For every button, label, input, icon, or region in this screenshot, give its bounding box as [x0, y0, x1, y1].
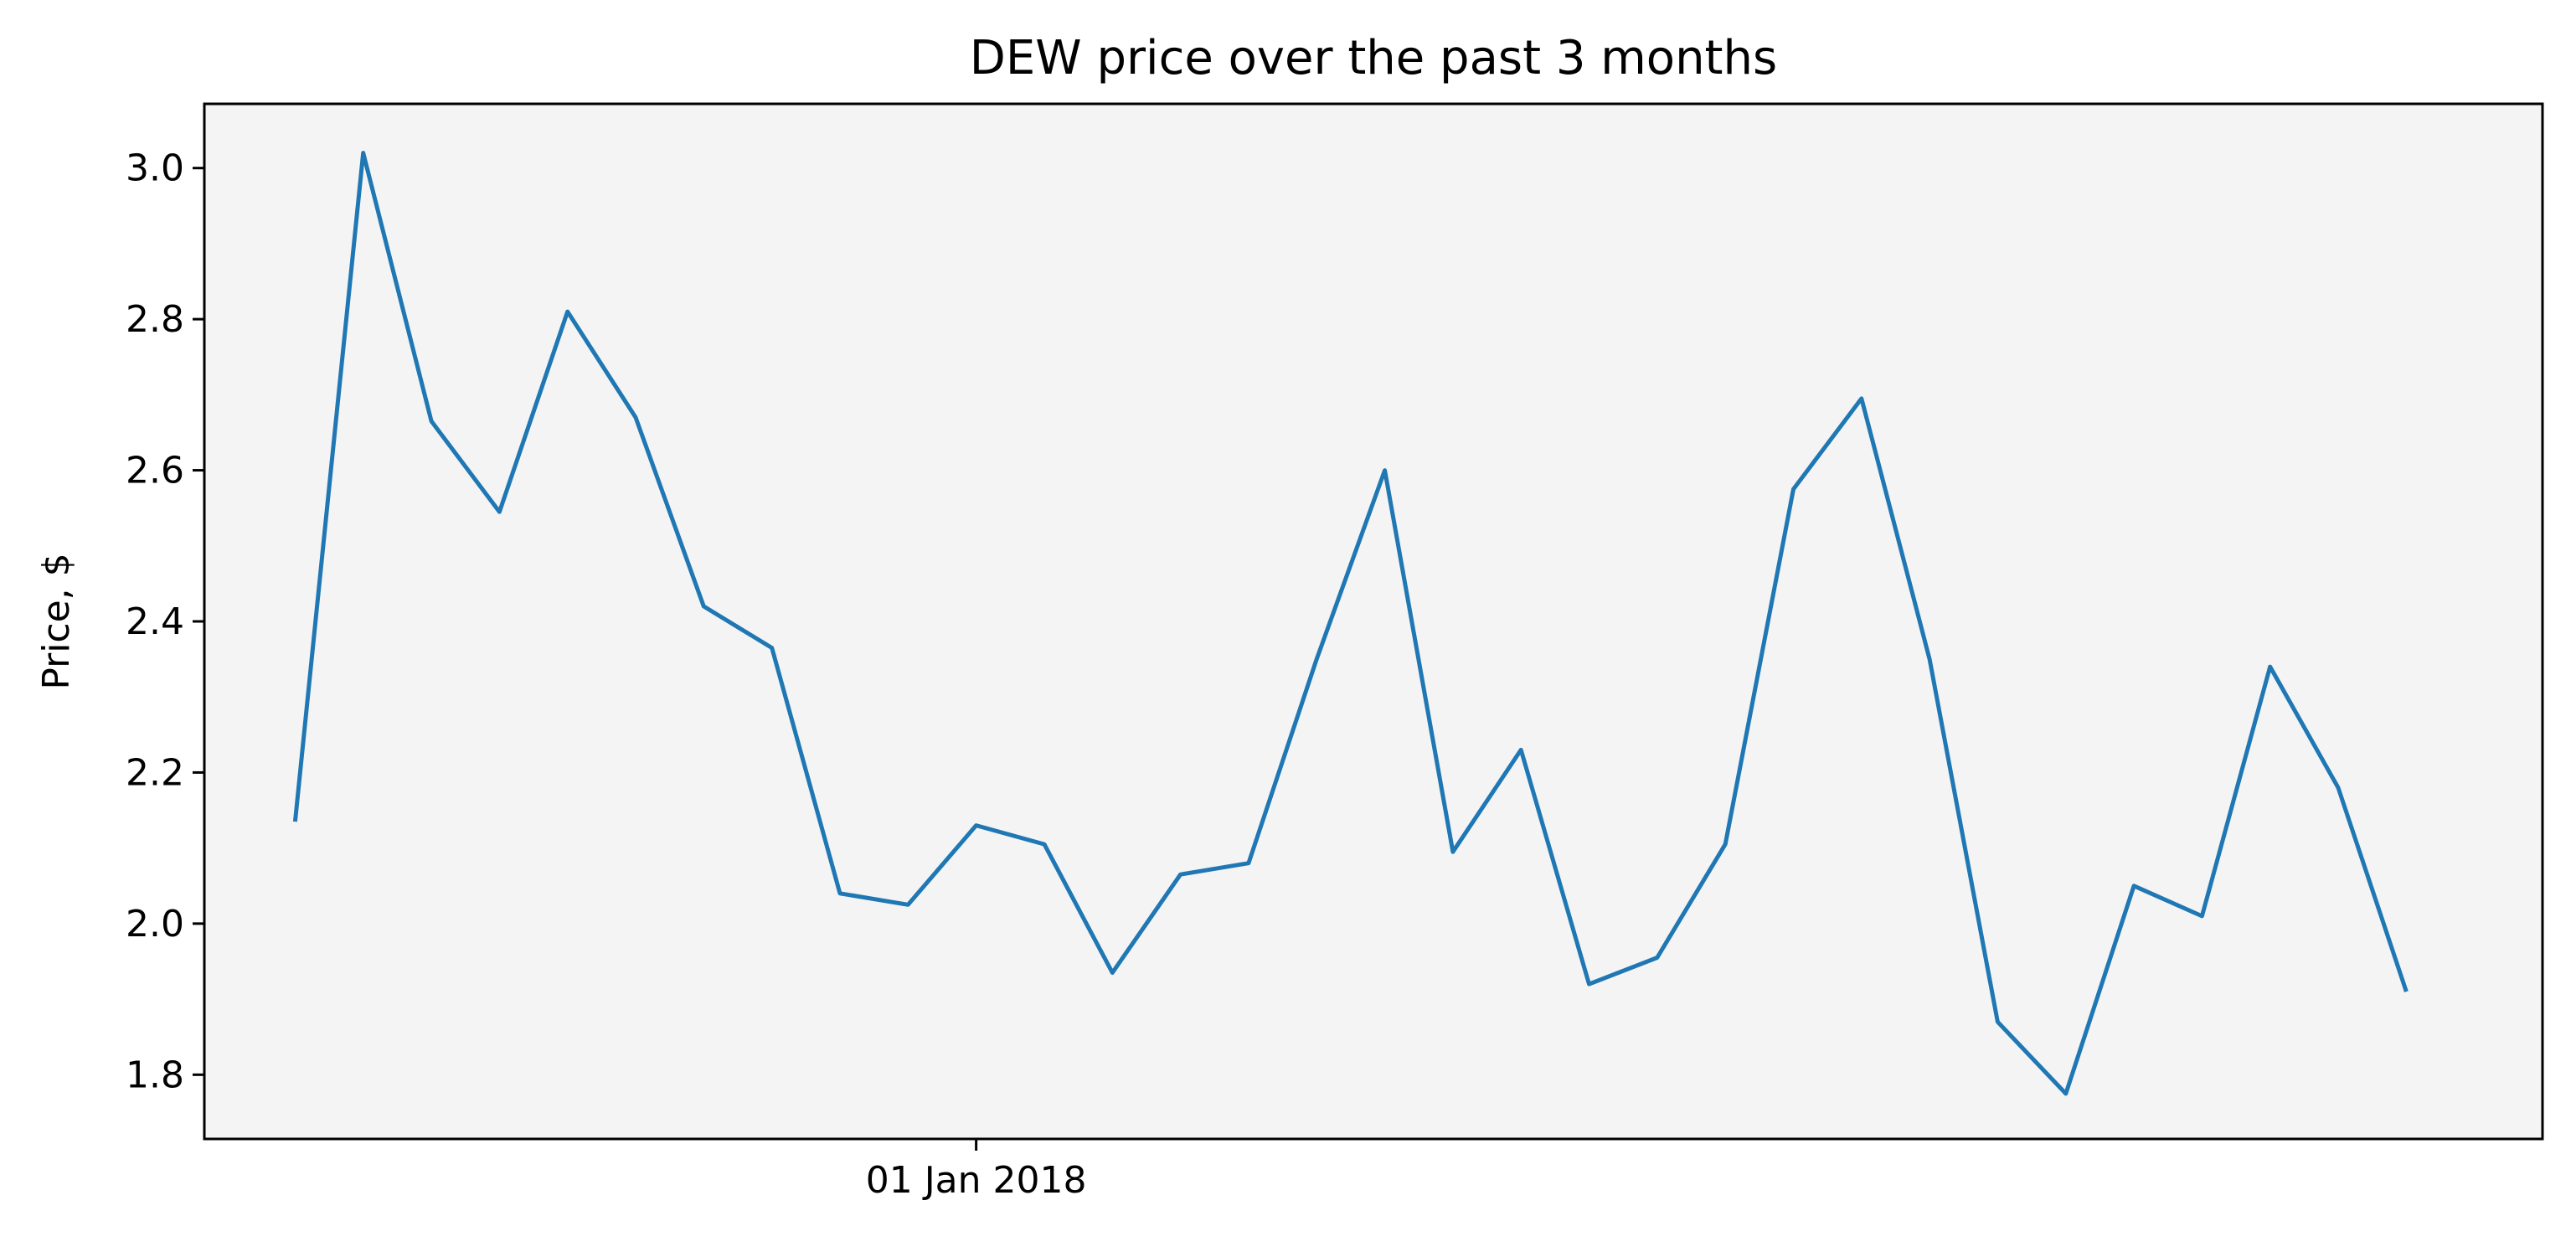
series-line-0: [292, 151, 2409, 1096]
y-tick-label: 2.2: [126, 751, 184, 794]
y-tick-label: 2.8: [126, 298, 184, 341]
series-layer: [292, 151, 2409, 1096]
chart-title: DEW price over the past 3 months: [970, 31, 1777, 85]
y-tick-label: 2.0: [126, 903, 184, 945]
y-tick-label: 1.8: [126, 1054, 184, 1096]
y-axis-label: Price, $: [35, 553, 78, 689]
y-axis: 1.8 2.0 2.2 2.4 2.6 2.8 3.0: [126, 147, 204, 1096]
y-tick-label: 2.6: [126, 450, 184, 492]
y-tick-label: 2.4: [126, 600, 184, 643]
y-tick-label: 3.0: [126, 147, 184, 190]
plot-area: [204, 104, 2543, 1139]
x-axis: 01 Jan 2018: [866, 1139, 1087, 1202]
x-tick-label: 01 Jan 2018: [866, 1159, 1087, 1202]
